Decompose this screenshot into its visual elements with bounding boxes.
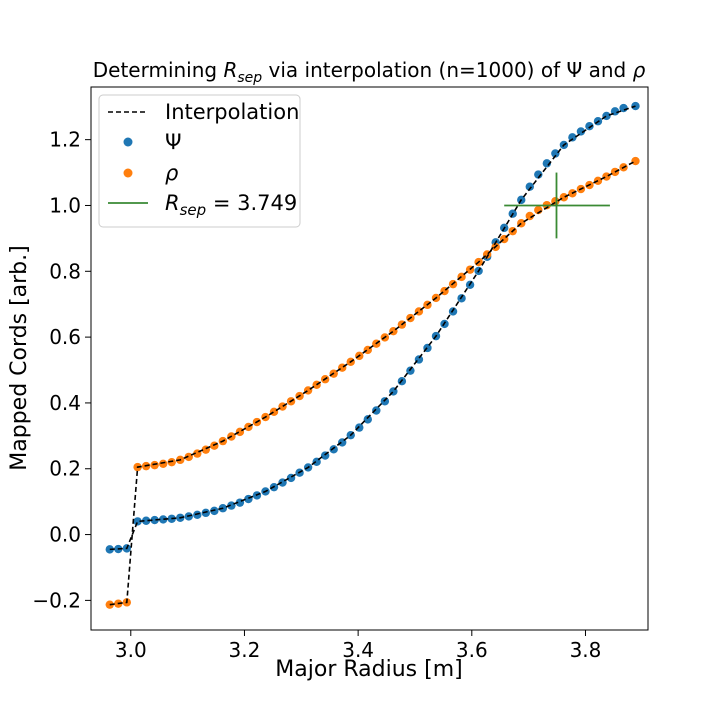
rho-point [559, 193, 569, 202]
rho-point [525, 211, 534, 221]
rho-point [184, 452, 193, 462]
psi-point [158, 515, 168, 524]
y-axis-label: Mapped Cords [arb.] [7, 245, 32, 470]
title-var-sub: sep [237, 70, 262, 86]
legend-interpolation-label: Interpolation [165, 100, 299, 124]
legend-box [98, 94, 301, 228]
psi-point [193, 510, 202, 520]
psi-point [133, 517, 142, 526]
legend-rsep-value: 3.749 [237, 191, 297, 215]
y-tick-label: 0.2 [49, 457, 81, 481]
legend-rsep-var: R [165, 191, 180, 215]
legend-rsep-sub: sep [180, 201, 207, 219]
rho-point [303, 386, 313, 395]
rho-point [278, 402, 287, 411]
legend-rho-label: ρ [165, 161, 179, 185]
x-tick-label: 3.6 [456, 638, 488, 662]
legend-rsep-eq: = [206, 191, 237, 215]
psi-point [244, 494, 253, 504]
x-tick-label: 3.0 [115, 638, 147, 662]
rho-point [631, 156, 640, 166]
rho-point [105, 600, 114, 609]
rho-point [269, 407, 279, 417]
y-tick-label: −0.2 [32, 588, 81, 612]
y-tick-label: 1.0 [49, 193, 81, 217]
psi-point [372, 406, 381, 415]
rho-point [158, 459, 168, 469]
rho-point [167, 457, 176, 467]
psi-point [329, 445, 338, 454]
psi-point [363, 415, 372, 424]
legend-rsep-label: Rsep = 3.749 [165, 191, 297, 219]
legend-psi-label: Ψ [165, 130, 182, 154]
y-tick-label: 0.4 [49, 391, 81, 415]
psi-point [576, 127, 586, 136]
title-suffix: via interpolation (n=1000) of Ψ and [262, 58, 632, 82]
x-axis-label: Major Radius [m] [275, 657, 462, 682]
y-tick-label: 1.2 [49, 128, 81, 152]
psi-point [525, 182, 534, 191]
title-var: R [223, 58, 237, 82]
title-prefix: Determining [93, 58, 224, 82]
legend-psi-marker [123, 137, 133, 147]
title-rho: ρ [633, 58, 646, 82]
psi-point [568, 133, 577, 142]
psi-interpolation-line [109, 105, 636, 551]
axes-layer: 3.0 3.2 3.4 3.6 3.8 −0.2 0.0 0.2 0.4 0.6 0.8 1.0 1.2 [32, 128, 601, 662]
x-tick-label: 3.8 [570, 638, 602, 662]
plot-frame [90, 86, 649, 631]
y-tick-label: 0.8 [49, 259, 81, 283]
legend: Interpolation Ψ ρ Rsep = 3.749 [98, 94, 301, 228]
psi-point [585, 121, 594, 131]
rho-point [150, 460, 159, 470]
psi-point [141, 516, 151, 525]
psi-point [534, 170, 543, 179]
legend-rho-marker [123, 168, 133, 178]
chart-title: Determining Rsep via interpolation (n=10… [93, 58, 646, 86]
rho-interpolation-line [109, 160, 636, 606]
rho-point [602, 172, 611, 181]
psi-point [150, 515, 159, 525]
psi-point [105, 545, 114, 554]
x-tick-label: 3.4 [342, 638, 374, 662]
data-layer [105, 101, 640, 609]
x-tick-label: 3.2 [229, 638, 261, 662]
y-tick-label: 0.6 [49, 325, 81, 349]
y-tick-label: 0.0 [49, 523, 81, 547]
rho-point [244, 422, 253, 432]
psi-point [551, 149, 560, 158]
psi-point [406, 366, 415, 375]
